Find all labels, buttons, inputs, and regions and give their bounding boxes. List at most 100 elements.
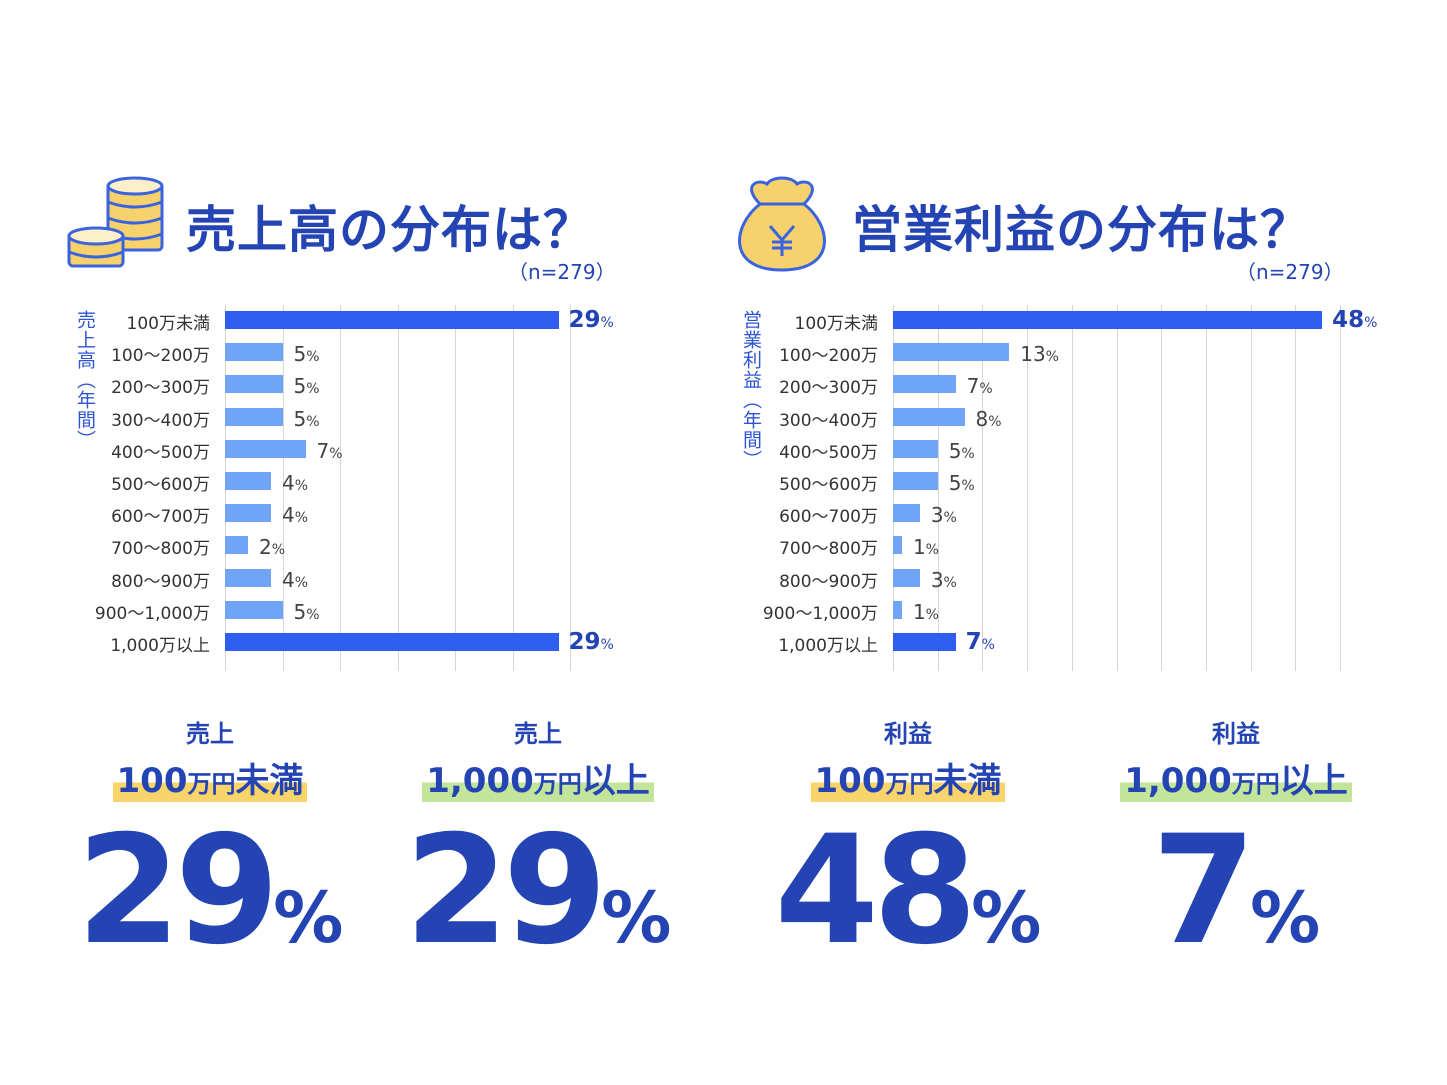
data-label: 4% bbox=[282, 568, 308, 592]
value-number: 29 bbox=[76, 804, 280, 978]
data-label-value: 1 bbox=[912, 599, 926, 624]
bar bbox=[225, 439, 306, 458]
data-label: 7% bbox=[967, 374, 993, 398]
data-label-value: 5 bbox=[293, 342, 307, 367]
category-label: 500〜600万 bbox=[779, 475, 878, 495]
bar bbox=[893, 343, 1010, 362]
bar bbox=[225, 568, 271, 587]
category-label: 200〜300万 bbox=[779, 378, 878, 399]
summary-stat: 利益 100万円未満 48% bbox=[758, 714, 1058, 966]
data-label-unit: % bbox=[961, 445, 975, 462]
data-label: 5% bbox=[294, 374, 320, 398]
bar bbox=[225, 536, 248, 555]
category-label: 900〜1,000万 bbox=[762, 603, 878, 624]
data-label-unit: % bbox=[943, 510, 957, 527]
bar bbox=[893, 536, 902, 555]
bar bbox=[893, 504, 920, 523]
category-label: 400〜500万 bbox=[111, 442, 210, 463]
range-unit: 万円 bbox=[885, 770, 934, 798]
bar bbox=[893, 568, 920, 587]
gridline bbox=[1250, 305, 1252, 671]
summary-label: 利益 bbox=[1212, 720, 1260, 748]
gridline bbox=[1205, 305, 1207, 671]
data-label: 48% bbox=[1332, 307, 1377, 333]
data-label: 4% bbox=[282, 503, 308, 527]
data-label-unit: % bbox=[306, 606, 320, 623]
summary-range: 1,000万円以上 bbox=[1120, 753, 1352, 802]
profit-y-axis-label: 営業利益（年間） bbox=[740, 310, 762, 470]
summary-stat: 利益 1,000万円以上 7% bbox=[1086, 714, 1386, 966]
data-label: 7% bbox=[966, 629, 995, 655]
summary-stat: 売上 1,000万円以上 29% bbox=[388, 714, 688, 966]
data-label: 5% bbox=[949, 439, 975, 463]
data-label-unit: % bbox=[1364, 315, 1378, 331]
data-label-unit: % bbox=[981, 637, 995, 653]
data-label-unit: % bbox=[271, 542, 286, 559]
value-pct: % bbox=[601, 877, 672, 959]
data-label-unit: % bbox=[979, 381, 993, 398]
data-label-value: 5 bbox=[293, 599, 307, 624]
data-label-unit: % bbox=[961, 478, 975, 494]
data-label: 1% bbox=[913, 600, 939, 624]
data-label: 1% bbox=[913, 535, 939, 559]
range-unit: 万円 bbox=[187, 770, 236, 798]
sales-sample-size: （n=279） bbox=[508, 260, 616, 284]
category-label: 700〜800万 bbox=[779, 539, 878, 560]
category-label: 600〜700万 bbox=[779, 507, 878, 528]
coins-icon bbox=[67, 176, 164, 268]
data-label: 8% bbox=[976, 407, 1002, 431]
gridline bbox=[1340, 305, 1341, 671]
category-label: 900〜1,000万 bbox=[94, 603, 210, 624]
category-label: 700〜800万 bbox=[111, 539, 210, 560]
data-label-value: 4 bbox=[282, 503, 295, 528]
data-label-value: 2 bbox=[259, 535, 272, 560]
data-label-unit: % bbox=[600, 315, 614, 331]
data-label: 3% bbox=[931, 503, 957, 527]
category-label: 200〜300万 bbox=[111, 378, 210, 399]
range-number: 100 bbox=[814, 761, 886, 801]
bar bbox=[225, 343, 283, 362]
data-label: 29% bbox=[569, 307, 614, 333]
category-label: 400〜500万 bbox=[779, 442, 878, 463]
summary-value: 7% bbox=[1086, 816, 1386, 966]
gridline bbox=[1295, 305, 1297, 671]
data-label-value: 3 bbox=[930, 567, 944, 592]
data-label-unit: % bbox=[925, 542, 939, 559]
data-label: 29% bbox=[569, 629, 614, 655]
data-label-unit: % bbox=[1045, 349, 1059, 366]
profit-sample-size: （n=279） bbox=[1236, 260, 1344, 284]
gridline bbox=[570, 305, 571, 671]
data-label-value: 4 bbox=[282, 471, 295, 495]
bar bbox=[893, 633, 956, 651]
data-label-value: 29 bbox=[568, 307, 601, 333]
gridline bbox=[282, 305, 284, 671]
data-label-value: 13 bbox=[1020, 342, 1046, 367]
data-label-unit: % bbox=[988, 413, 1002, 430]
category-label: 500〜600万 bbox=[111, 475, 210, 495]
bar bbox=[893, 600, 902, 619]
summary-label: 利益 bbox=[884, 720, 932, 748]
category-label: 300〜400万 bbox=[779, 410, 878, 431]
gridline bbox=[340, 305, 341, 671]
bar bbox=[893, 439, 938, 458]
range-number: 100 bbox=[116, 761, 188, 801]
data-label-unit: % bbox=[925, 606, 939, 623]
bar bbox=[893, 311, 1323, 329]
summary-stat: 売上 100万円未満 29% bbox=[60, 714, 360, 966]
data-label-value: 5 bbox=[948, 438, 962, 463]
data-label-value: 5 bbox=[293, 374, 307, 399]
money-bag-icon bbox=[738, 176, 826, 272]
data-label-value: 7 bbox=[965, 629, 982, 655]
data-label-value: 48 bbox=[1332, 307, 1365, 333]
data-label-value: 8 bbox=[975, 406, 989, 431]
bar bbox=[225, 504, 271, 523]
data-label: 3% bbox=[931, 568, 957, 592]
value-number: 29 bbox=[404, 804, 608, 978]
gridline bbox=[982, 305, 984, 671]
category-label: 300〜400万 bbox=[111, 410, 210, 431]
gridline bbox=[397, 305, 399, 671]
value-pct: % bbox=[971, 877, 1042, 959]
category-label: 800〜900万 bbox=[779, 571, 878, 592]
data-label-unit: % bbox=[306, 349, 320, 366]
range-unit: 万円 bbox=[533, 770, 582, 798]
